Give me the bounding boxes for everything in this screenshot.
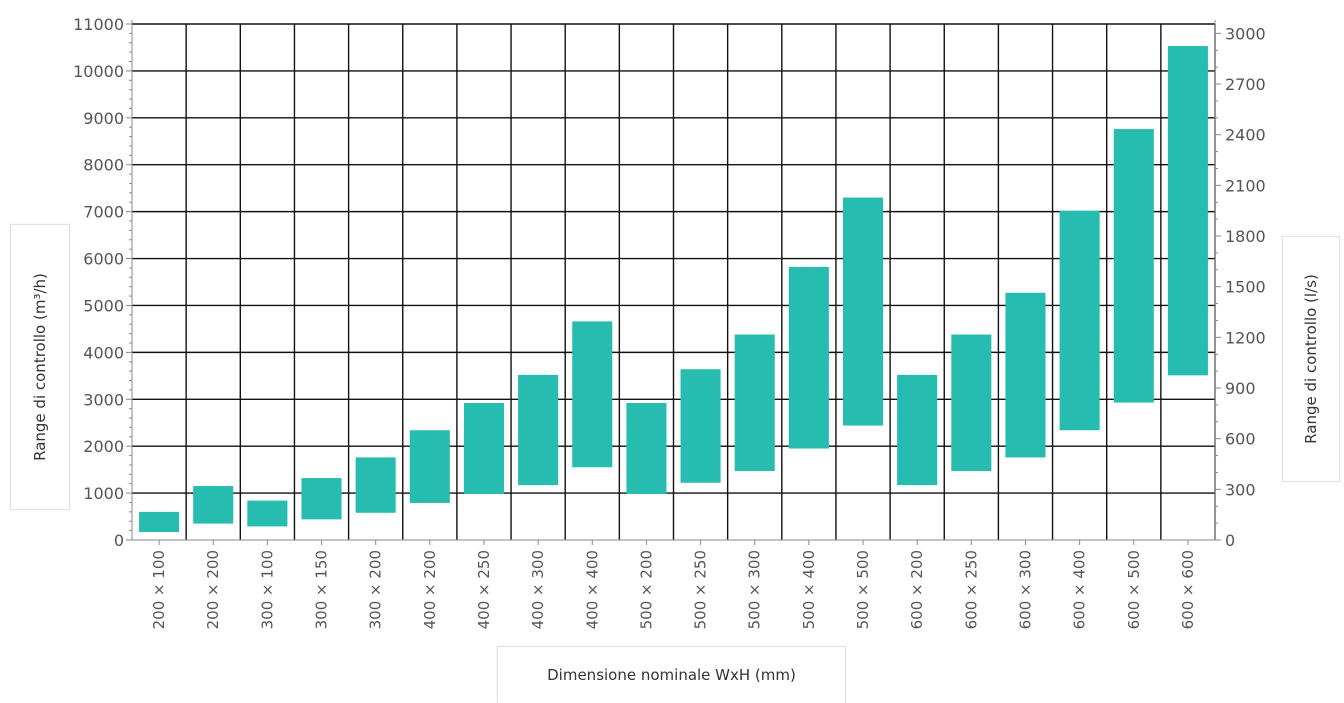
y-tick-label-right: 600 bbox=[1225, 430, 1256, 449]
bar-range bbox=[301, 478, 342, 520]
x-tick-label: 300 × 100 bbox=[258, 550, 276, 629]
x-tick-label: 400 × 300 bbox=[529, 550, 547, 629]
y-tick-label-right: 3000 bbox=[1225, 24, 1266, 43]
grid bbox=[132, 23, 1216, 540]
x-tick-label: 400 × 200 bbox=[421, 550, 439, 629]
x-tick-label: 500 × 500 bbox=[854, 550, 872, 629]
y-tick-label-right: 1200 bbox=[1225, 328, 1266, 347]
y-tick-label-right: 2700 bbox=[1225, 75, 1266, 94]
bar-range bbox=[897, 374, 938, 486]
x-tick-label: 300 × 200 bbox=[367, 550, 385, 629]
bar-range bbox=[463, 403, 505, 495]
bar-range bbox=[247, 500, 288, 527]
x-tick-label: 400 × 250 bbox=[475, 550, 493, 629]
bar-range bbox=[951, 334, 992, 472]
y-tick-label-right: 1800 bbox=[1225, 227, 1266, 246]
x-tick-label: 600 × 600 bbox=[1179, 550, 1197, 629]
y-tick-label-right: 0 bbox=[1225, 531, 1235, 550]
y-tick-label-right: 2400 bbox=[1225, 126, 1266, 145]
bar-range bbox=[1059, 210, 1100, 431]
axes bbox=[126, 20, 1221, 545]
x-tick-label: 600 × 500 bbox=[1125, 550, 1143, 629]
x-tick-label: 600 × 250 bbox=[962, 550, 980, 629]
y-tick-label-left: 10000 bbox=[73, 62, 124, 81]
y-tick-label-left: 9000 bbox=[83, 109, 124, 128]
y-axis-label-left: Range di controllo (m³/h) bbox=[10, 224, 70, 510]
bar-range bbox=[572, 321, 613, 468]
x-tick-label: 600 × 200 bbox=[908, 550, 926, 629]
y-tick-label-right: 2100 bbox=[1225, 176, 1266, 195]
bar-range bbox=[355, 457, 396, 513]
x-axis-label-text: Dimensione nominale WxH (mm) bbox=[547, 666, 796, 684]
x-tick-label: 600 × 400 bbox=[1071, 550, 1089, 629]
y-tick-label-left: 3000 bbox=[83, 390, 124, 409]
bar-range bbox=[409, 430, 450, 503]
x-tick-label: 200 × 200 bbox=[204, 550, 222, 629]
x-tick-label: 500 × 250 bbox=[692, 550, 710, 629]
bar-range bbox=[1005, 292, 1046, 458]
y-tick-label-left: 1000 bbox=[83, 484, 124, 503]
y-tick-label-left: 7000 bbox=[83, 203, 124, 222]
x-tick-label: 500 × 300 bbox=[746, 550, 764, 629]
x-tick-label: 500 × 400 bbox=[800, 550, 818, 629]
bar-range bbox=[626, 403, 667, 495]
y-tick-label-left: 6000 bbox=[83, 250, 124, 269]
y-tick-label-left: 5000 bbox=[83, 296, 124, 315]
bar-range bbox=[680, 369, 721, 483]
y-axis-label-right: Range di controllo (l/s) bbox=[1282, 236, 1340, 482]
y-axis-label-left-text: Range di controllo (m³/h) bbox=[31, 273, 49, 461]
x-tick-label: 200 × 100 bbox=[150, 550, 168, 629]
y-tick-label-left: 2000 bbox=[83, 437, 124, 456]
bar-range bbox=[193, 486, 234, 524]
bar-range bbox=[1113, 129, 1154, 403]
y-axis-label-right-text: Range di controllo (l/s) bbox=[1302, 274, 1320, 444]
y-tick-label-right: 900 bbox=[1225, 379, 1256, 398]
y-tick-label-right: 300 bbox=[1225, 480, 1256, 499]
y-tick-label-left: 4000 bbox=[83, 343, 124, 362]
x-axis-label: Dimensione nominale WxH (mm) bbox=[497, 646, 846, 703]
x-tick-label: 400 × 400 bbox=[583, 550, 601, 629]
y-tick-label-left: 8000 bbox=[83, 156, 124, 175]
bar-range bbox=[842, 197, 884, 426]
bar-range bbox=[1167, 46, 1208, 376]
y-tick-label-left: 11000 bbox=[73, 15, 124, 34]
bar-range bbox=[139, 511, 180, 533]
x-tick-label: 500 × 200 bbox=[637, 550, 655, 629]
bar-range bbox=[734, 334, 775, 472]
y-tick-label-right: 1500 bbox=[1225, 278, 1266, 297]
y-tick-label-left: 0 bbox=[114, 531, 124, 550]
x-tick-label: 600 × 300 bbox=[1016, 550, 1034, 629]
bar-range bbox=[788, 266, 829, 449]
bars bbox=[139, 46, 1208, 533]
bar-range bbox=[518, 374, 559, 486]
ticks: 0100020003000400050006000700080009000100… bbox=[73, 15, 1266, 629]
x-tick-label: 300 × 150 bbox=[313, 550, 331, 629]
